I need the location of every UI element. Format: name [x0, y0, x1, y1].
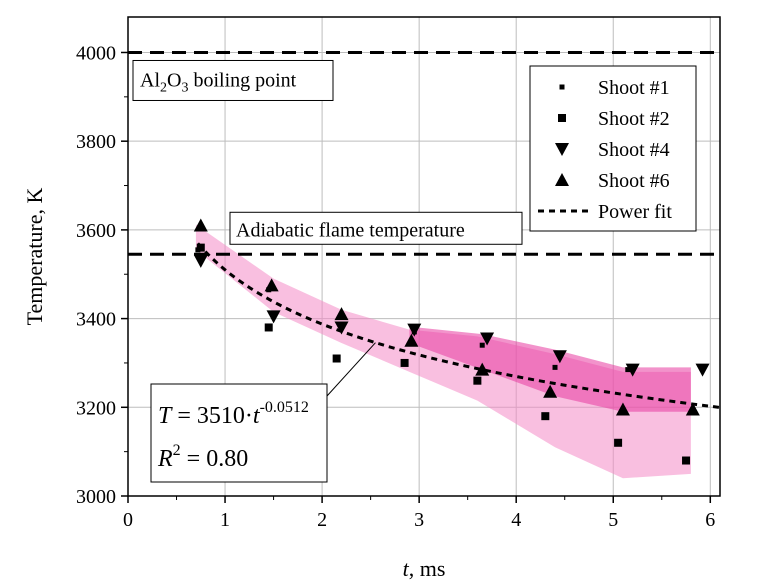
- legend-marker: [558, 114, 566, 122]
- bp-sub2: 3: [181, 80, 188, 95]
- equation-text: T = 3510·t-0.0512: [158, 399, 309, 429]
- x-tick-label: 6: [705, 509, 715, 531]
- data-point: [193, 218, 208, 232]
- equation-pointer: [326, 342, 376, 397]
- plot-frame: [127, 16, 721, 497]
- legend-label: Shoot #4: [598, 139, 670, 161]
- legend-label: Shoot #1: [598, 77, 670, 99]
- shaded-bands: [195, 224, 691, 479]
- data-point: [473, 376, 482, 385]
- data-point: [479, 342, 485, 348]
- data-point: [264, 278, 279, 292]
- data-point: [196, 243, 205, 252]
- data-point: [615, 402, 630, 416]
- x-tick-label: 0: [123, 509, 133, 531]
- adiabatic-label: Adiabatic flame temperature: [229, 211, 523, 245]
- boiling-point-label: Al2O3 boiling point: [132, 59, 334, 101]
- data-point: [625, 367, 631, 373]
- y-tick-label: 3800: [76, 131, 116, 153]
- legend-item: Shoot #1: [559, 77, 670, 99]
- data-point: [552, 350, 567, 364]
- shaded-band: [409, 326, 691, 412]
- data-point: [404, 333, 419, 347]
- data-point: [332, 354, 341, 363]
- y-tick-label: 3200: [76, 397, 116, 419]
- data-point: [407, 323, 422, 337]
- data-point: [334, 321, 349, 335]
- data-point: [480, 332, 495, 346]
- equation-box: T = 3510·t-0.0512 R2 = 0.80: [150, 342, 376, 483]
- y-axis-title: Temperature, K: [22, 188, 47, 326]
- data-point: [685, 402, 700, 416]
- legend-marker: [555, 143, 569, 156]
- x-axis-title: t, ms: [403, 556, 446, 581]
- x-tick-label: 2: [317, 509, 327, 531]
- r-squared-text: R2 = 0.80: [157, 442, 248, 472]
- data-point: [400, 358, 409, 367]
- y-tick-label: 4000: [76, 42, 116, 64]
- y-tick-label: 3600: [76, 220, 116, 242]
- data-point: [614, 438, 623, 447]
- data-point: [193, 254, 208, 268]
- legend-item: Shoot #2: [558, 108, 670, 130]
- data-points: [193, 218, 710, 465]
- data-point: [475, 362, 490, 376]
- legend-item: Power fit: [538, 201, 672, 223]
- data-point: [695, 363, 710, 377]
- y-tick-label: 3400: [76, 309, 116, 331]
- x-tick-label: 4: [511, 509, 521, 531]
- data-point: [334, 307, 349, 321]
- legend: Shoot #1 Shoot #2 Shoot #4 Shoot #6 Power fi…: [529, 65, 697, 232]
- boiling-point-text: Al2O3 boiling point: [140, 69, 297, 95]
- legend-item: Shoot #6: [555, 170, 670, 192]
- data-point: [541, 412, 550, 421]
- legend-label: Power fit: [598, 201, 672, 223]
- bp-o: O: [167, 69, 181, 91]
- x-tick-label: 5: [608, 509, 618, 531]
- data-point: [682, 456, 691, 465]
- data-point: [266, 310, 281, 324]
- adiabatic-text: Adiabatic flame temperature: [236, 219, 465, 241]
- y-tick-label: 3000: [76, 486, 116, 508]
- bp-al: Al: [140, 69, 160, 91]
- data-point: [543, 384, 558, 398]
- bp-sub1: 2: [160, 80, 167, 95]
- x-tick-label: 3: [414, 509, 424, 531]
- x-tick-label: 1: [220, 509, 230, 531]
- legend-label: Shoot #6: [598, 170, 670, 192]
- data-point: [264, 323, 273, 332]
- legend-marker: [559, 84, 565, 90]
- data-point: [625, 363, 640, 377]
- legend-label: Shoot #2: [598, 108, 670, 130]
- data-point: [552, 364, 558, 370]
- reference-lines: [128, 50, 720, 256]
- legend-item: Shoot #4: [555, 139, 670, 161]
- legend-marker: [555, 173, 569, 186]
- bp-rest: boiling point: [188, 69, 296, 91]
